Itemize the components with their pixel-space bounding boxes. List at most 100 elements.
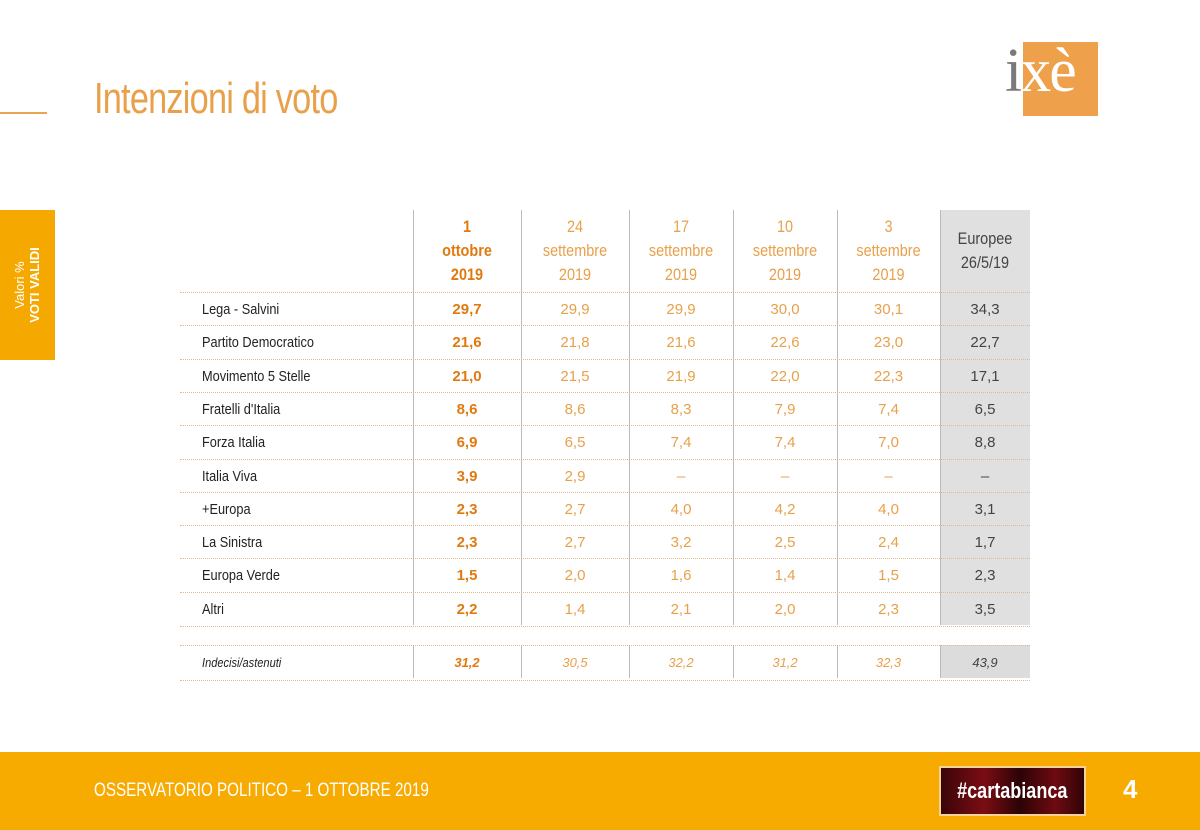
table-cell: 7,4 [774,434,796,452]
column-header: 3 settembre 2019 [845,210,933,292]
table-cell: 4,2 [774,500,796,518]
column-header-line: 2019 [450,265,484,284]
column-header-line: 24 [566,217,584,236]
side-tab-line1: Valori % [12,261,27,309]
table-cell: 32,3 [875,655,902,670]
title-rule [0,112,47,114]
column-header-line: 3 [884,217,893,236]
table-cell: 4,0 [878,500,899,518]
column-header-line: 1 [462,217,472,236]
table-cell: 2,3 [456,500,478,518]
column-header-line: 2019 [768,265,802,284]
row-label: Fratelli d'Italia [202,400,281,418]
ixe-logo: ixè [1005,37,1098,116]
row-label: Altri [202,600,224,618]
table-cell: 30,0 [770,301,800,318]
table-cell: 21,8 [560,334,590,352]
table-cell: 22,3 [873,367,904,385]
table-cell: 21,6 [666,334,696,352]
table-cell: 31,2 [772,655,798,670]
row-label: Forza Italia [202,434,266,452]
column-header-line: 17 [672,217,690,236]
badge-text: #cartabianca [957,778,1068,803]
column-divider [521,645,522,678]
table-cell: 34,3 [970,301,1000,318]
column-header: 24 settembre 2019 [529,210,621,292]
row-label: Movimento 5 Stelle [202,367,311,385]
table-cell: 2,0 [564,567,586,585]
row-label: Europa Verde [202,567,280,585]
table-cell: 22,6 [770,334,800,352]
column-divider [940,210,941,625]
column-header-line: 2019 [872,265,905,284]
column-header-line: Europee [957,229,1013,248]
table-cell: 31,2 [454,655,480,670]
column-header-line: 2019 [664,265,698,284]
table-cell: – [884,467,893,485]
row-label: +Europa [202,500,251,518]
table-row: Altri 2,2 1,4 2,1 2,0 2,3 3,5 [180,591,1030,628]
table-cell: 2,1 [670,600,692,618]
column-divider [413,645,414,678]
footer-bar: OSSERVATORIO POLITICO – 1 OTTOBRE 2019 #… [0,752,1200,830]
table-cell: 1,5 [878,567,899,585]
table-cell: 1,4 [774,567,796,585]
page-title: Intenzioni di voto [94,74,338,123]
table-cell: 3,5 [974,600,996,618]
table-cell: 2,4 [878,534,899,552]
column-header: Europee 26/5/19 [947,210,1024,292]
column-divider [940,645,941,678]
europee-column-band-extra [940,645,1030,678]
column-divider [837,210,838,625]
cartabianca-badge: #cartabianca [939,766,1086,816]
table-cell: 2,5 [774,534,796,552]
table-cell: 1,5 [456,567,478,585]
table-cell: – [980,467,990,485]
table-cell: 7,0 [878,434,899,452]
table-cell: 17,1 [970,367,1000,385]
column-header-line: settembre [856,241,921,260]
table-cell: 21,6 [452,334,482,352]
column-divider [629,645,630,678]
column-header: 1 ottobre 2019 [421,210,513,292]
europee-column-band [940,210,1030,625]
table-cell: 43,9 [972,655,998,670]
table-cell: 3,1 [974,500,996,518]
table-cell: 2,7 [564,534,586,552]
table-cell: 23,0 [873,334,904,352]
table-cell: 1,4 [564,600,586,618]
table-row: Partito Democratico 21,6 21,8 21,6 22,6 23,0 2… [180,325,1030,360]
table-cell: 3,2 [670,534,692,552]
column-header: 17 settembre 2019 [637,210,725,292]
table-cell: 2,3 [878,600,899,618]
column-header-line: 26/5/19 [960,253,1010,272]
table-cell: – [780,467,790,485]
row-label: Lega - Salvini [202,301,280,318]
table-row: +Europa 2,3 2,7 4,0 4,2 4,0 3,1 [180,491,1030,527]
table-cell: 2,9 [564,467,586,485]
table-cell: 4,0 [670,500,692,518]
table-cell: 7,9 [774,400,796,418]
table-cell: 2,0 [774,600,796,618]
column-header: 10 settembre 2019 [741,210,829,292]
table-cell: 8,3 [670,400,692,418]
column-header-line: ottobre [442,241,492,260]
table-cell: 2,7 [564,500,586,518]
table-cell: 21,0 [452,367,482,385]
table-row: Europa Verde 1,5 2,0 1,6 1,4 1,5 2,3 [180,558,1030,593]
table-cell: 22,7 [970,334,1000,352]
table-row: Indecisi/astenuti 31,2 30,5 32,2 31,2 32,3 43,… [180,645,1030,681]
table-cell: 8,8 [974,434,996,452]
column-header-line: settembre [542,241,608,260]
table-cell: 8,6 [456,400,478,418]
table-cell: 7,4 [878,400,899,418]
table-cell: 7,4 [670,434,692,452]
column-divider [733,210,734,625]
table-cell: 2,3 [974,567,996,585]
column-divider [629,210,630,625]
row-label: Partito Democratico [202,334,314,352]
table-row: La Sinistra 2,3 2,7 3,2 2,5 2,4 1,7 [180,525,1030,560]
row-label: Indecisi/astenuti [202,655,282,670]
column-divider [733,645,734,678]
table-cell: 32,2 [668,655,694,670]
